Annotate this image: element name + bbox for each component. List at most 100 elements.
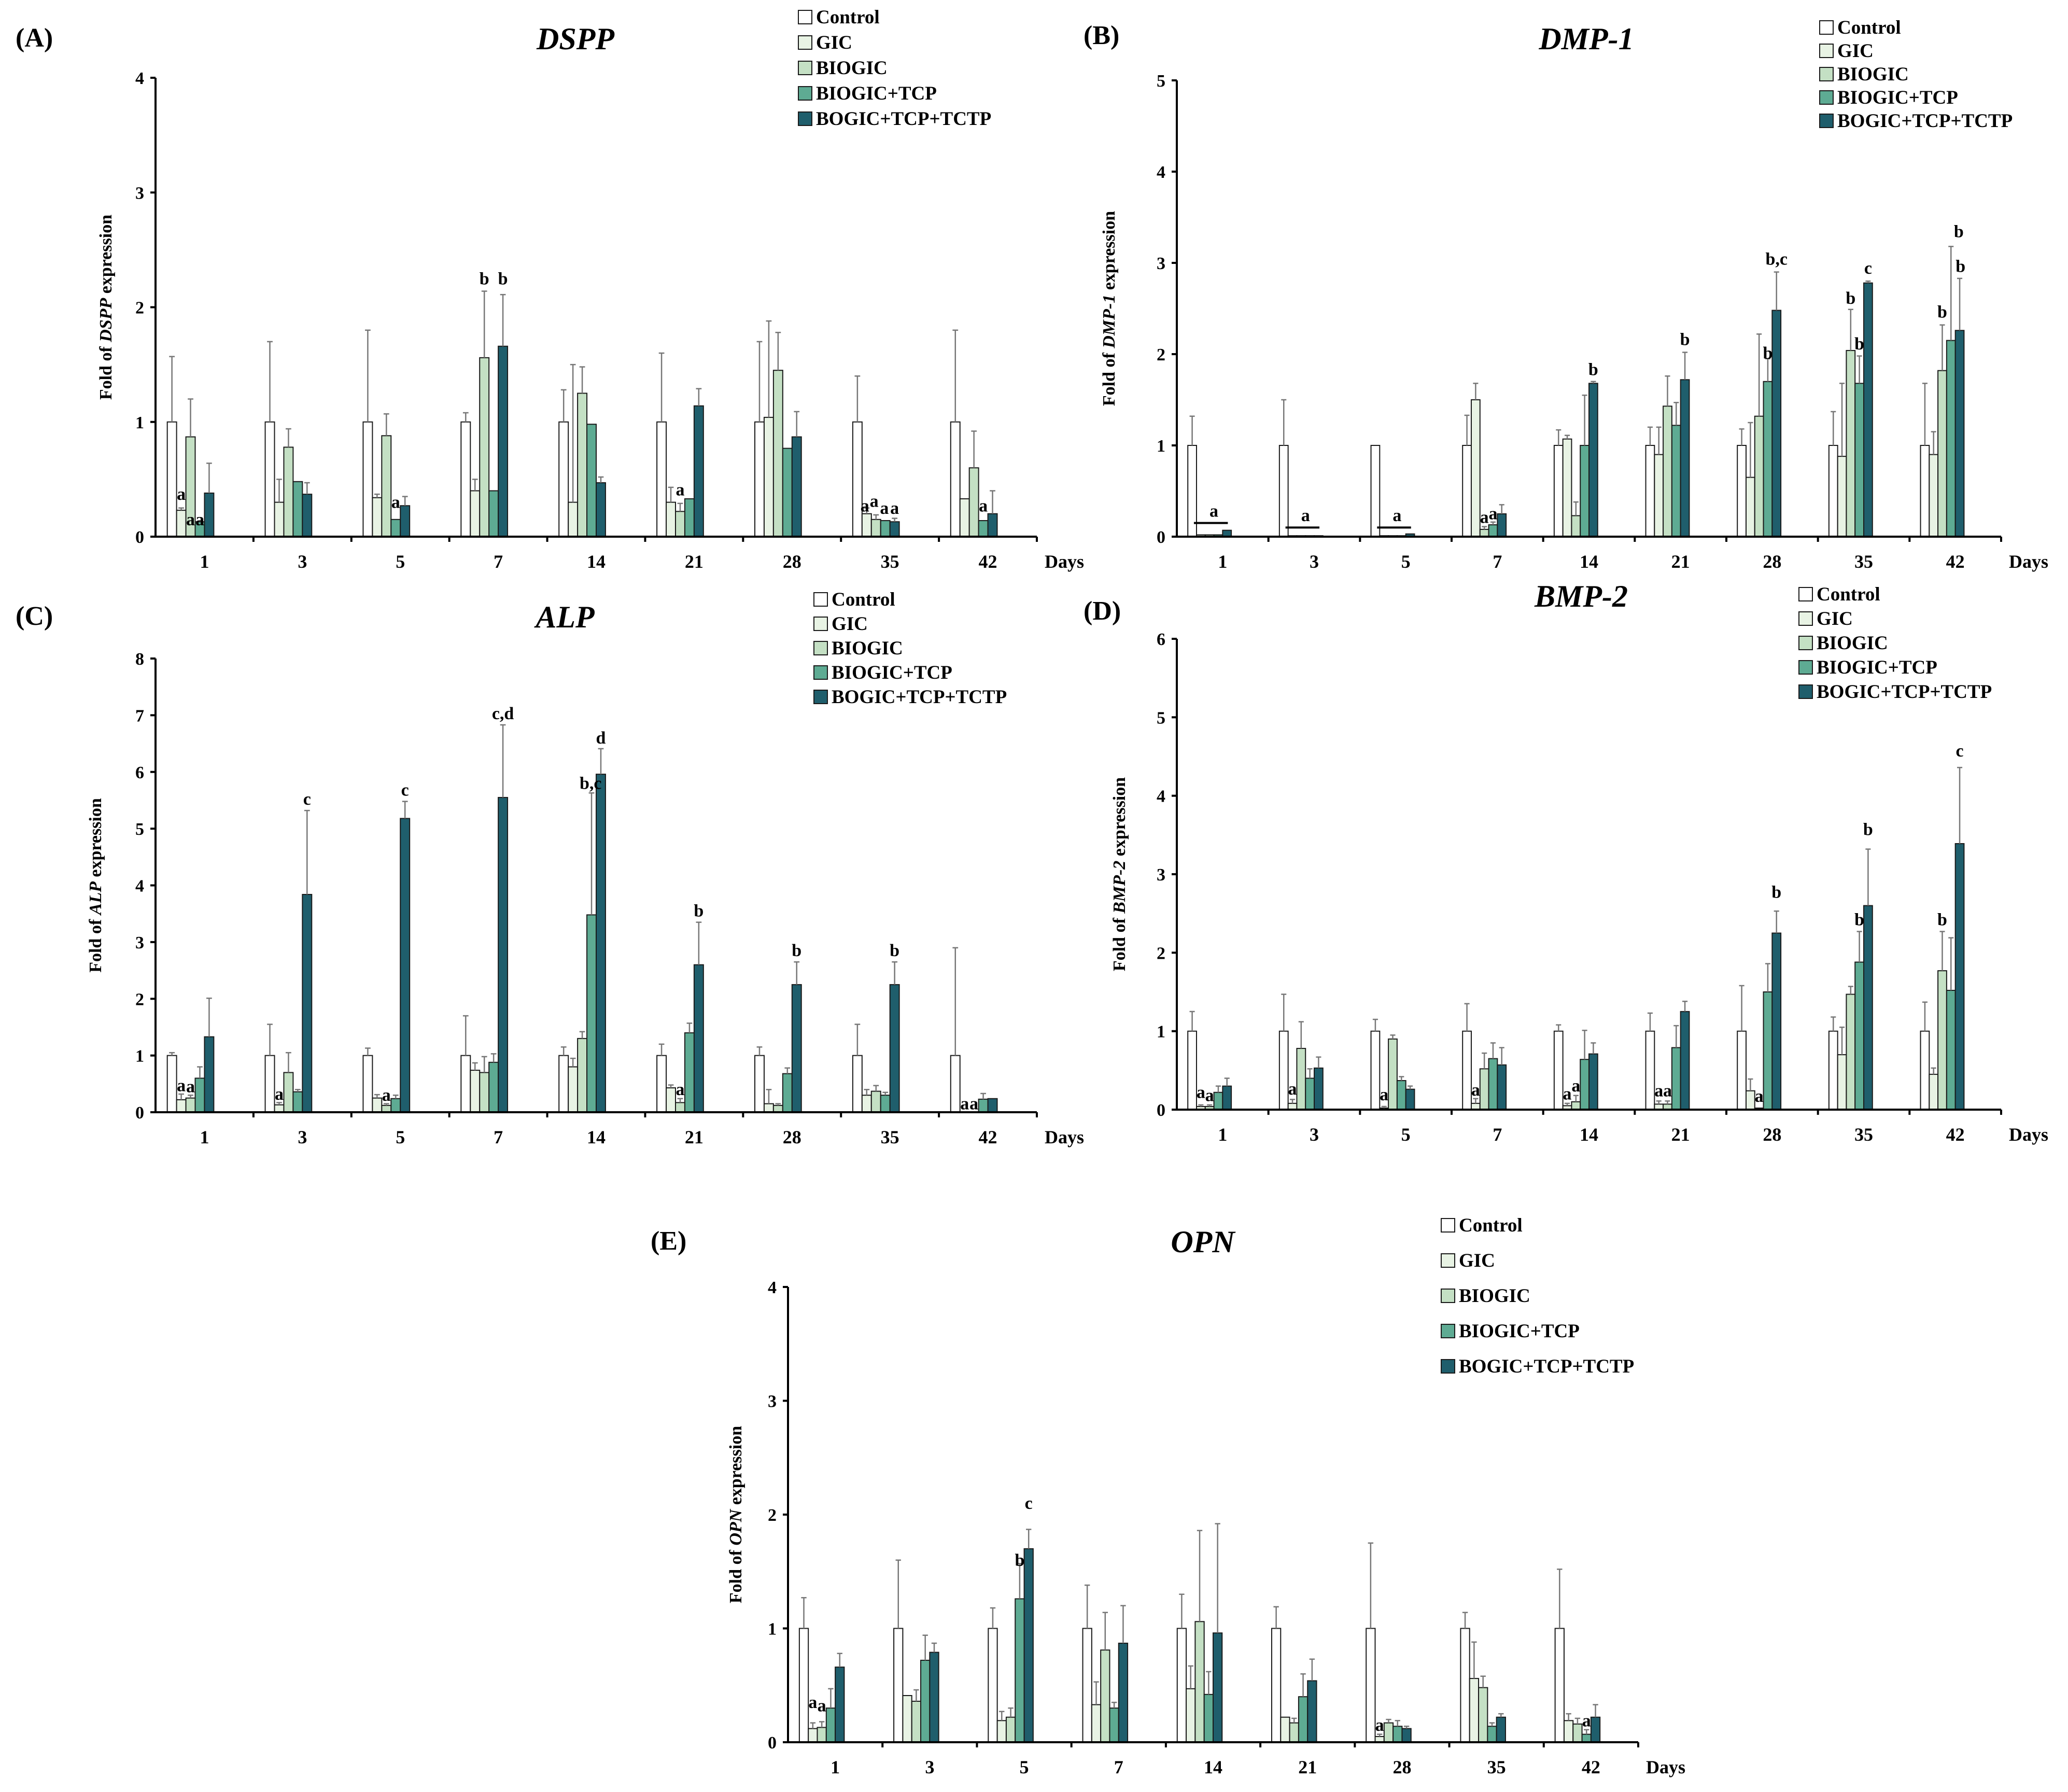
- significance-letter: a: [1663, 1081, 1672, 1100]
- bar-opn-control-day-21: [1271, 1628, 1282, 1743]
- y-tick-label: 6: [135, 763, 144, 782]
- bar-dmp-1-gic-day-28: [1745, 477, 1755, 537]
- significance-letter: c: [1864, 259, 1872, 278]
- legend-swatch: [798, 35, 812, 50]
- significance-letter: a: [861, 496, 869, 515]
- y-axis-label: Fold of ALP expression: [86, 798, 105, 973]
- bar-dmp-1-bogic-tcp-tctp-day-28: [1771, 310, 1782, 538]
- bar-dspp-bogic-tcp-tctp-day-42: [987, 513, 998, 537]
- y-tick-label: 4: [135, 69, 144, 88]
- legend-label: GIC: [1459, 1250, 1495, 1271]
- significance-letter: c: [401, 781, 409, 800]
- legend-swatch: [813, 617, 828, 631]
- bar-opn-bogic-tcp-tctp-day-21: [1307, 1680, 1317, 1743]
- bar-dmp-1-control-day-21: [1645, 445, 1655, 537]
- bar-bmp-2-bogic-tcp-tctp-day-3: [1314, 1067, 1324, 1110]
- significance-letter: b: [1771, 883, 1781, 902]
- bar-dspp-control-day-7: [460, 421, 471, 537]
- bar-dspp-gic-day-5: [372, 497, 383, 538]
- legend-label: BOGIC+TCP+TCTP: [1817, 681, 1992, 703]
- x-tick-label: 21: [1298, 1757, 1317, 1777]
- bar-dmp-1-bogic-tcp-tctp-day-7: [1497, 513, 1507, 537]
- legend-swatch: [1798, 684, 1813, 699]
- bar-opn-gic-day-1: [808, 1728, 818, 1743]
- bar-bmp-2-control-day-14: [1553, 1030, 1564, 1110]
- bar-opn-gic-day-42: [1563, 1720, 1574, 1743]
- bar-dspp-biogic-day-21: [675, 511, 685, 538]
- x-tick-label: 14: [1204, 1757, 1222, 1777]
- bar-bmp-2-bogic-tcp-tctp-day-21: [1680, 1011, 1690, 1111]
- bar-bmp-2-control-day-5: [1370, 1030, 1381, 1110]
- bar-alp-biogic-day-7: [479, 1072, 490, 1113]
- bar-opn-control-day-5: [988, 1628, 998, 1743]
- x-tick-label: 3: [298, 1127, 307, 1147]
- bar-bmp-2-biogic-day-14: [1571, 1101, 1581, 1111]
- bar-opn-control-day-7: [1082, 1628, 1092, 1743]
- y-axis-label: Fold of BMP-2 expression: [1110, 777, 1129, 971]
- bar-dspp-biogic-day-28: [772, 370, 783, 537]
- bar-bmp-2-control-day-42: [1920, 1030, 1930, 1110]
- bar-dmp-1-control-day-3: [1278, 445, 1289, 537]
- bar-bmp-2-biogic-day-35: [1846, 993, 1856, 1111]
- bar-dspp-control-day-1: [166, 421, 177, 537]
- bar-opn-bogic-tcp-tctp-day-5: [1023, 1548, 1034, 1743]
- bar-dmp-1-biogic-day-14: [1571, 515, 1581, 538]
- x-tick-label: 7: [494, 1127, 503, 1147]
- x-tick-label: 21: [685, 1127, 704, 1147]
- x-tick-label: 35: [881, 1127, 899, 1147]
- legend-swatch: [1441, 1218, 1455, 1233]
- bar-alp-control-day-7: [460, 1055, 471, 1113]
- y-tick-label: 1: [1157, 437, 1165, 456]
- significance-letter: c,d: [492, 704, 514, 723]
- x-tick-label: 14: [587, 1127, 606, 1147]
- legend-label: GIC: [832, 613, 868, 635]
- legend-label: BIOGIC+TCP: [1837, 87, 1958, 108]
- y-tick-label: 4: [768, 1278, 777, 1297]
- legend-label: BOGIC+TCP+TCTP: [832, 687, 1007, 708]
- bar-dspp-biogic-day-5: [381, 435, 392, 537]
- significance-letter: a: [391, 493, 400, 512]
- bar-dmp-1-biogic-day-42: [1937, 370, 1947, 537]
- significance-letter: b,c: [1765, 250, 1788, 269]
- significance-letter: a: [880, 499, 889, 518]
- bar-dmp-1-biogic-tcp-day-7: [1488, 524, 1498, 537]
- x-tick-label: 3: [1310, 551, 1319, 572]
- bar-dmp-1-gic-day-21: [1654, 454, 1664, 537]
- bar-dspp-control-day-35: [852, 421, 863, 537]
- bar-dspp-gic-day-21: [666, 501, 676, 537]
- bar-dmp-1-gic-day-35: [1837, 456, 1847, 537]
- y-tick-label: 3: [1157, 865, 1165, 885]
- legend-swatch: [1819, 90, 1834, 105]
- chart-panel-d: (D) BMP-2 Fold of BMP-2 expression 0 1 2 3 4 5 6 1…: [1084, 579, 2048, 1145]
- significance-letter: a: [1571, 1076, 1580, 1096]
- bar-bmp-2-bogic-tcp-tctp-day-42: [1954, 843, 1965, 1110]
- significance-letter: a: [1375, 1716, 1384, 1735]
- bar-alp-gic-day-35: [861, 1095, 872, 1113]
- x-tick-label: 5: [1020, 1757, 1029, 1777]
- bar-opn-biogic-day-7: [1100, 1649, 1110, 1743]
- significance-letter: b: [1015, 1551, 1024, 1570]
- significance-letter: b: [1854, 334, 1864, 354]
- significance-letter: b: [792, 941, 801, 960]
- bar-bmp-2-biogic-tcp-day-7: [1488, 1058, 1498, 1110]
- significance-letter: a: [177, 1076, 186, 1096]
- chart-title: BMP-2: [1534, 579, 1628, 613]
- bar-opn-biogic-day-5: [1005, 1716, 1016, 1743]
- bar-alp-biogic-tcp-day-42: [978, 1098, 989, 1113]
- bar-bmp-2-control-day-35: [1828, 1030, 1838, 1110]
- legend-label: Control: [832, 589, 895, 610]
- significance-letter: a: [1480, 508, 1489, 527]
- x-tick-label: 1: [200, 1127, 209, 1147]
- bar-bmp-2-bogic-tcp-tctp-day-1: [1222, 1085, 1232, 1111]
- y-axis-label: Fold of OPN expression: [726, 1426, 745, 1603]
- significance-letter: a: [382, 1086, 391, 1105]
- significance-letter: a: [960, 1095, 969, 1114]
- bar-dmp-1-gic-day-7: [1470, 399, 1481, 537]
- significance-letter: a: [969, 1095, 978, 1114]
- y-tick-label: 4: [1157, 163, 1165, 182]
- significance-letter: a: [1288, 1080, 1297, 1099]
- bar-opn-biogic-day-14: [1194, 1621, 1205, 1743]
- bar-dspp-gic-day-35: [861, 513, 872, 537]
